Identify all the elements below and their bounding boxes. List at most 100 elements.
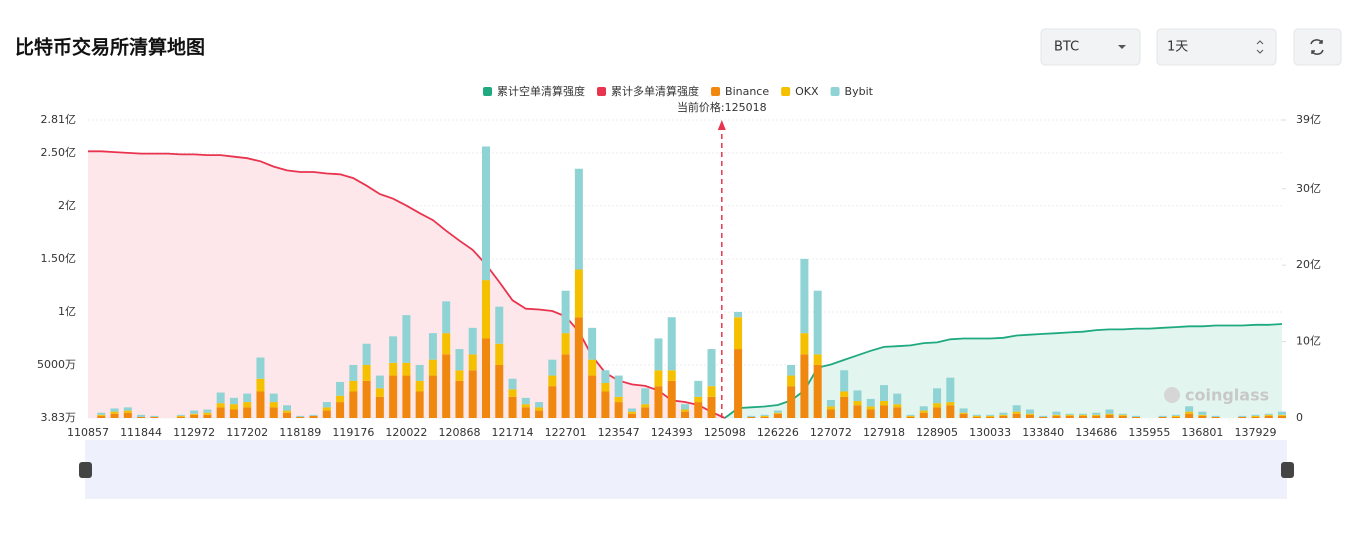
bar	[866, 406, 875, 410]
bar	[747, 416, 756, 418]
x-tick-label: 137929	[1234, 426, 1276, 439]
bar	[150, 415, 159, 417]
slider-handle[interactable]	[1281, 462, 1294, 478]
bar	[468, 327, 477, 355]
bar	[561, 354, 570, 418]
legend-label: Binance	[725, 85, 769, 98]
x-tick-label: 120022	[385, 426, 427, 439]
symbol-select[interactable]: BTC	[1040, 28, 1141, 66]
bar	[1025, 409, 1034, 414]
x-tick-label: 112972	[173, 426, 215, 439]
select-value[interactable]: 1天	[1167, 40, 1188, 55]
x-tick-label: 118189	[279, 426, 321, 439]
bar	[1118, 413, 1127, 415]
x-tick-label: 122701	[545, 426, 587, 439]
bar	[1105, 413, 1114, 415]
bar	[641, 404, 650, 408]
bar	[627, 413, 636, 418]
bar	[919, 406, 928, 411]
bar	[588, 375, 597, 418]
bar	[1185, 413, 1194, 418]
x-tick-label: 123547	[598, 426, 640, 439]
bar	[269, 393, 278, 403]
bar	[787, 386, 796, 418]
bar	[389, 336, 398, 363]
x-tick-label: 134686	[1075, 426, 1117, 439]
bar	[455, 370, 464, 381]
bar	[455, 380, 464, 418]
bar	[349, 391, 358, 418]
line-area	[724, 324, 1282, 418]
bar	[946, 405, 955, 418]
bar	[1105, 409, 1114, 414]
bar	[482, 280, 490, 339]
y-tick-label: 2.50亿	[41, 146, 77, 159]
watermark: coinglass	[1185, 386, 1269, 405]
bar	[813, 290, 822, 355]
bar	[734, 349, 743, 418]
bar	[707, 396, 716, 418]
bar	[1158, 415, 1167, 417]
bar	[389, 375, 398, 418]
bar	[176, 414, 185, 416]
bar	[389, 362, 398, 376]
select-box[interactable]	[1040, 28, 1141, 66]
bar	[455, 349, 464, 371]
bar	[614, 396, 623, 403]
bar	[428, 375, 437, 418]
bar	[972, 416, 981, 418]
bar	[482, 338, 490, 418]
bar	[97, 414, 106, 416]
bar	[110, 411, 119, 414]
bar	[1065, 415, 1074, 418]
bar	[972, 415, 981, 417]
bar	[747, 415, 756, 417]
bar	[561, 333, 570, 355]
select-value[interactable]: BTC	[1054, 40, 1079, 55]
zoom-slider[interactable]	[85, 440, 1287, 499]
bar	[986, 416, 995, 418]
x-tick-label: 120868	[438, 426, 480, 439]
bar	[1105, 414, 1114, 418]
bar	[1158, 416, 1167, 418]
bar	[893, 404, 902, 408]
bar	[893, 393, 902, 405]
bar	[548, 359, 557, 376]
bar	[548, 386, 557, 418]
bar	[1198, 411, 1207, 415]
bar	[999, 412, 1008, 415]
bar	[906, 414, 915, 416]
bar	[1025, 414, 1034, 418]
y2-tick-label: 39亿	[1296, 113, 1321, 126]
bar	[362, 380, 371, 418]
refresh-button[interactable]	[1293, 28, 1342, 66]
bar	[800, 258, 809, 334]
page-title: 比特币交易所清算地图	[15, 36, 205, 59]
select-box[interactable]	[1156, 28, 1277, 66]
bar	[349, 364, 358, 381]
legend-label: 累计多单清算强度	[611, 84, 699, 98]
bar	[1278, 411, 1286, 415]
button-box[interactable]	[1293, 28, 1342, 66]
bar	[866, 398, 875, 407]
bar	[919, 412, 928, 418]
bar	[336, 381, 345, 396]
range-select[interactable]: 1天	[1156, 28, 1277, 66]
bar	[1171, 414, 1180, 416]
bar	[256, 391, 265, 418]
bar	[601, 382, 610, 392]
bar	[681, 409, 689, 412]
bar	[521, 397, 530, 405]
bar	[840, 391, 849, 397]
x-tick-label: 128905	[916, 426, 958, 439]
bar	[203, 412, 212, 415]
bar	[1079, 415, 1087, 418]
bar	[1039, 416, 1048, 418]
bar	[694, 402, 703, 418]
bar	[880, 405, 888, 418]
bar	[946, 402, 955, 406]
bar	[402, 375, 411, 418]
bar	[826, 406, 835, 410]
bar	[283, 405, 291, 411]
slider-handle[interactable]	[79, 462, 92, 478]
